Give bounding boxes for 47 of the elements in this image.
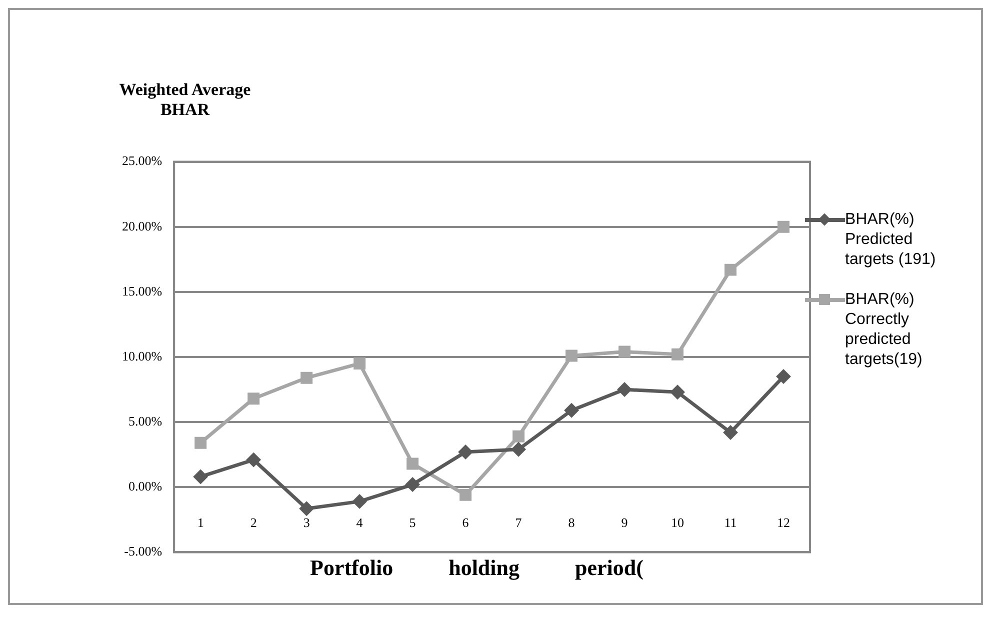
- x-tick-label: 6: [462, 515, 470, 530]
- legend-label: BHAR(%) Correctly predicted targets(19): [845, 290, 924, 370]
- point: [618, 346, 631, 358]
- point: [564, 404, 578, 418]
- point: [300, 502, 314, 516]
- x-tick-label: 4: [356, 515, 364, 530]
- point: [194, 436, 207, 449]
- point: [724, 426, 738, 440]
- x-tick-label: 11: [724, 515, 737, 530]
- point: [566, 350, 578, 362]
- x-tick-label: 3: [303, 515, 310, 530]
- x-tick-label: 10: [671, 515, 684, 530]
- y-tick-label: 25.00%: [122, 153, 162, 168]
- point: [246, 453, 260, 467]
- point: [778, 220, 790, 233]
- x-tick-label: 8: [568, 515, 575, 530]
- point: [724, 264, 737, 276]
- y-tick-label: 15.00%: [122, 283, 162, 298]
- point: [406, 458, 419, 470]
- point: [672, 348, 684, 360]
- y-tick-label: 20.00%: [122, 218, 162, 234]
- y-tick-label: 0.00%: [128, 478, 162, 494]
- point: [460, 488, 472, 501]
- y-axis-title: Weighted Average BHAR: [118, 80, 252, 120]
- point: [512, 442, 526, 456]
- x-tick-label: 7: [515, 515, 522, 530]
- point: [300, 372, 313, 384]
- x-tick-label: 1: [197, 515, 204, 530]
- point: [618, 382, 632, 396]
- point: [776, 370, 790, 384]
- x-tick-label: 12: [777, 515, 790, 530]
- x-tick-label: 2: [250, 515, 257, 530]
- point: [670, 385, 684, 399]
- x-tick-label: 9: [621, 515, 628, 530]
- point: [512, 430, 525, 442]
- point: [194, 470, 208, 484]
- y-tick-label: 10.00%: [122, 348, 162, 364]
- point: [354, 358, 366, 370]
- point: [458, 445, 472, 459]
- legend-label: BHAR(%) Predicted targets (191): [845, 210, 937, 270]
- point: [406, 478, 420, 492]
- point: [248, 392, 260, 405]
- x-tick-label: 5: [409, 515, 416, 530]
- y-tick-label: 5.00%: [128, 413, 162, 428]
- x-axis-title: Portfolio holding period(: [310, 555, 644, 581]
- point: [352, 494, 366, 508]
- y-tick-label: -5.00%: [124, 544, 162, 559]
